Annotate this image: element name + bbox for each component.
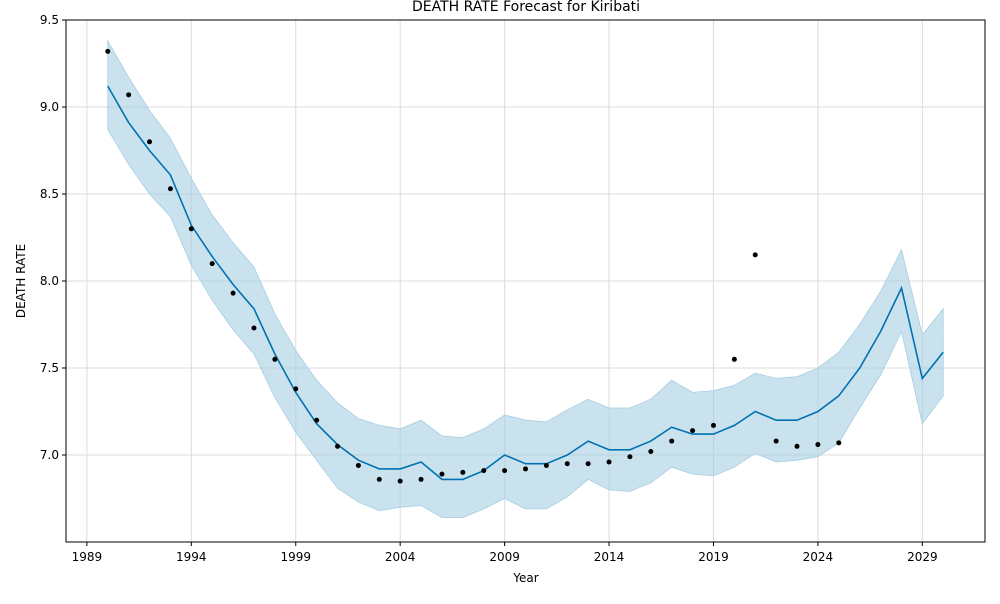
observed-point: [209, 261, 215, 267]
observed-point: [293, 386, 299, 392]
y-tick-label: 9.0: [40, 100, 59, 114]
observed-point: [230, 290, 236, 296]
observed-point: [669, 438, 675, 444]
observed-point: [355, 462, 361, 468]
observed-point: [397, 478, 403, 484]
x-tick-label: 2004: [385, 550, 416, 564]
x-tick-label: 2019: [698, 550, 729, 564]
observed-point: [147, 139, 153, 145]
x-tick-label: 2014: [594, 550, 625, 564]
uncertainty-band: [107, 39, 944, 518]
observed-point: [543, 462, 549, 468]
observed-point: [627, 454, 633, 460]
observed-point: [648, 449, 654, 455]
observed-point: [564, 461, 570, 467]
observed-point: [105, 48, 111, 54]
observed-point: [773, 438, 779, 444]
observed-point: [523, 466, 528, 472]
observed-point: [314, 417, 320, 423]
observed-point: [815, 442, 821, 448]
observed-point: [251, 325, 257, 331]
observed-point: [585, 461, 591, 467]
observed-point: [606, 459, 612, 465]
x-tick-label: 1989: [72, 550, 103, 564]
observed-point: [126, 92, 132, 98]
observed-point: [272, 356, 278, 362]
observed-point: [502, 468, 508, 474]
x-axis-label: Year: [512, 571, 538, 585]
x-tick-label: 2024: [803, 550, 834, 564]
observed-point: [167, 186, 173, 192]
forecast-line: [107, 85, 944, 481]
observed-point: [710, 422, 716, 428]
y-tick-label: 9.5: [40, 13, 59, 27]
y-tick-label: 8.0: [40, 274, 59, 288]
observed-point: [439, 471, 445, 477]
observed-point: [460, 469, 466, 475]
x-tick-label: 1994: [176, 550, 207, 564]
observed-point: [418, 476, 424, 482]
y-tick-label: 8.5: [40, 187, 59, 201]
observed-point: [731, 356, 737, 362]
observed-point: [836, 440, 842, 446]
x-tick-label: 2029: [907, 550, 938, 564]
y-tick-label: 7.5: [40, 361, 59, 375]
axes: 1989 1994 1999 2004 2009 2014 2019 2024 2029 7.0 7…: [40, 13, 986, 564]
observed-points: [105, 48, 842, 484]
y-axis-label: DEATH RATE: [14, 244, 28, 318]
observed-point: [690, 428, 696, 434]
observed-point: [752, 252, 758, 258]
chart-title: DEATH RATE Forecast for Kiribati: [412, 0, 640, 15]
observed-point: [481, 468, 487, 474]
x-tick-label: 2009: [489, 550, 520, 564]
observed-point: [376, 476, 382, 482]
forecast-interval-band: [107, 39, 944, 518]
x-tick-label: 1999: [280, 550, 311, 564]
y-tick-label: 7.0: [40, 448, 59, 462]
observed-point: [794, 443, 800, 449]
forecast-line-layer: [107, 85, 944, 481]
observed-point: [188, 226, 194, 232]
observed-point: [335, 443, 341, 449]
